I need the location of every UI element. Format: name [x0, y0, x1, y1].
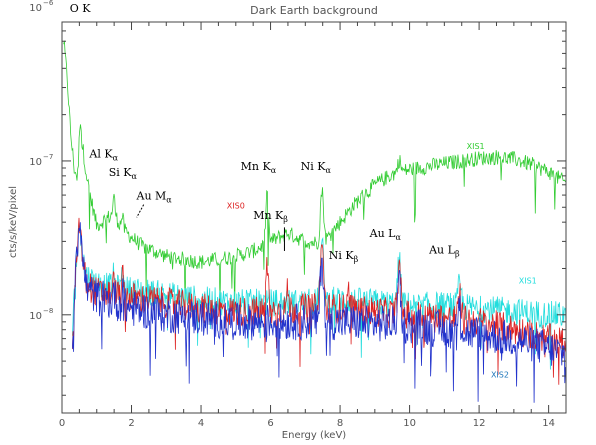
- x-tick-label: 14: [542, 418, 555, 429]
- line-label-ni-kb: Ni Kβ: [329, 249, 359, 264]
- line-label-si-ka-subscript: α: [132, 172, 138, 181]
- line-label-mn-ka: Mn Kα: [241, 160, 277, 175]
- line-label-mn-kb: Mn Kβ: [253, 209, 288, 224]
- line-label-o-k: O K: [70, 2, 92, 15]
- y-tick-label-exponent: −8: [43, 307, 53, 315]
- line-label-au-la-base: Au L: [369, 227, 397, 240]
- line-label-al-ka: Al Kα: [88, 148, 118, 163]
- series-label-xis0: XIS0: [227, 202, 245, 211]
- line-label-au-ma: Au Mα: [136, 190, 173, 205]
- series-label-xis1-green: XIS1: [467, 142, 485, 151]
- line-label-si-ka: Si Kα: [109, 166, 138, 181]
- x-axis-label: Energy (keV): [282, 430, 347, 441]
- y-tick-label: 10: [29, 311, 42, 322]
- line-label-mn-kb-subscript: β: [283, 215, 288, 224]
- x-tick-label: 0: [59, 418, 65, 429]
- plot-frame: [61, 21, 567, 414]
- line-label-au-ma-base: Au M: [136, 190, 167, 203]
- line-label-mn-kb-base: Mn K: [253, 209, 284, 222]
- series-line-xis1-0: [63, 40, 567, 312]
- line-label-ni-kb-base: Ni K: [329, 249, 355, 262]
- line-label-al-ka-base: Al K: [88, 148, 113, 161]
- line-label-au-lb-subscript: β: [455, 250, 460, 259]
- y-axis-label: cts/s/keV/pixel: [8, 186, 19, 258]
- line-label-au-lb: Au Lβ: [428, 244, 460, 259]
- line-label-au-lb-base: Au L: [428, 244, 456, 257]
- series-layer: [63, 40, 567, 403]
- x-tick-label: 4: [198, 418, 204, 429]
- series-label-xis1-cyan: XIS1: [519, 276, 537, 285]
- line-label-au-ma-pointer: [136, 204, 145, 218]
- line-label-si-ka-base: Si K: [109, 166, 133, 179]
- chart-title: Dark Earth background: [250, 4, 378, 17]
- series-line-xis2-3: [72, 222, 567, 403]
- series-label-xis2: XIS2: [491, 371, 509, 380]
- y-tick-label: 10: [29, 3, 42, 14]
- x-tick-label: 12: [473, 418, 486, 429]
- line-label-au-ma-subscript: α: [166, 196, 172, 205]
- line-label-ni-ka-subscript: α: [325, 166, 331, 175]
- x-tick-label: 10: [403, 418, 416, 429]
- line-label-ni-ka-base: Ni K: [301, 160, 327, 173]
- x-tick-label: 8: [337, 418, 343, 429]
- line-label-mn-ka-subscript: α: [271, 166, 277, 175]
- y-tick-label-exponent: −6: [43, 0, 54, 7]
- y-tick-label-exponent: −7: [43, 153, 53, 161]
- line-label-ni-ka: Ni Kα: [301, 160, 332, 175]
- x-tick-label: 2: [128, 418, 134, 429]
- line-label-au-la: Au Lα: [369, 227, 402, 242]
- line-label-ni-kb-subscript: β: [354, 255, 359, 264]
- line-label-au-la-subscript: α: [395, 233, 401, 242]
- x-tick-label: 6: [267, 418, 273, 429]
- line-label-mn-ka-base: Mn K: [241, 160, 272, 173]
- y-tick-label: 10: [29, 157, 42, 168]
- line-label-al-ka-subscript: α: [113, 154, 119, 163]
- line-label-o-k-base: O K: [70, 2, 92, 15]
